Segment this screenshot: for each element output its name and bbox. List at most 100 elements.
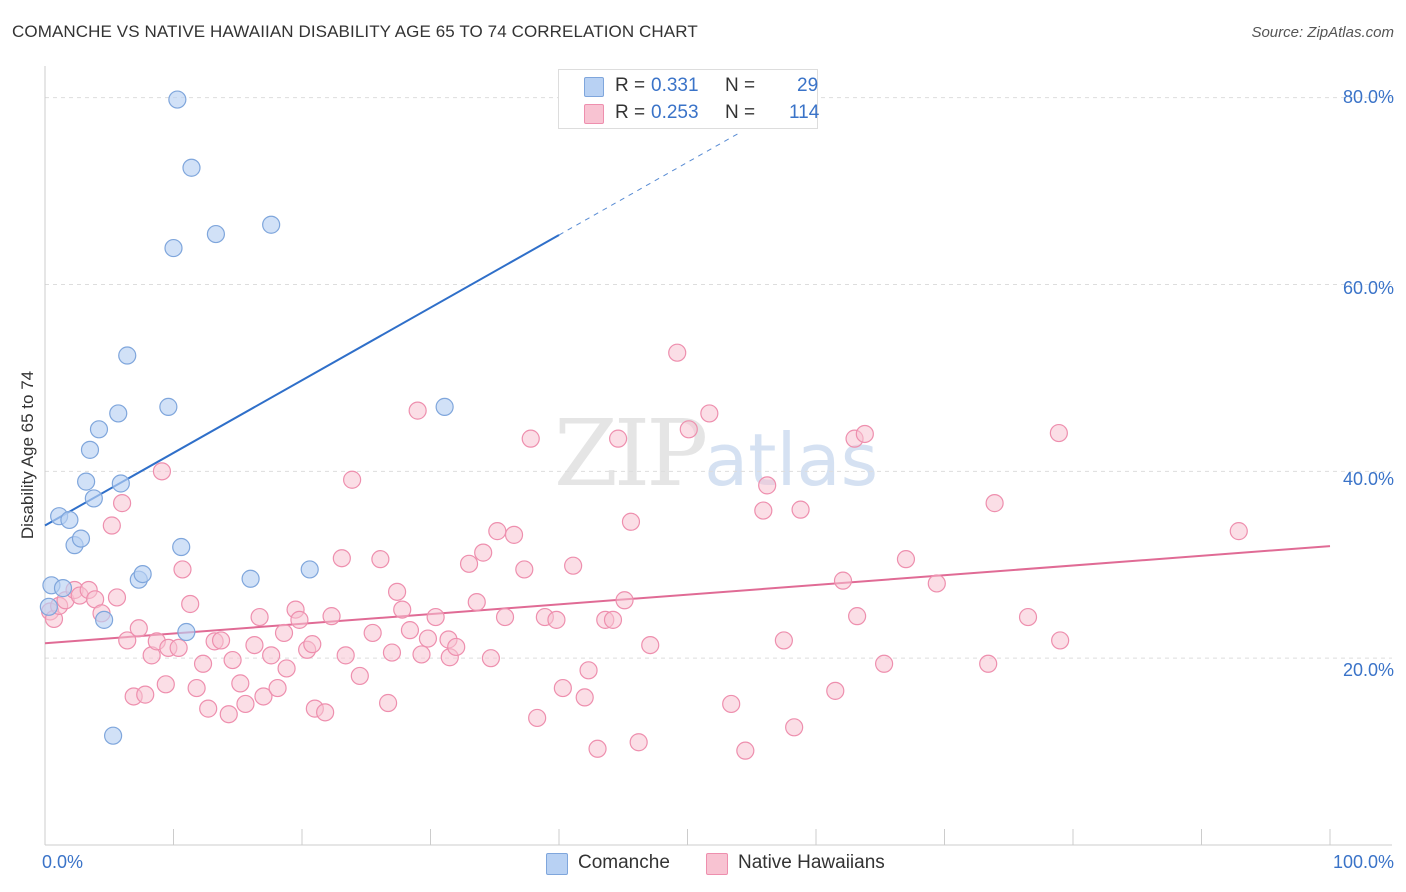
point-native-hawaiians-74 — [528, 708, 547, 728]
point-comanche-7 — [77, 472, 96, 491]
y-tick-label-40: 40.0% — [1342, 469, 1394, 489]
point-comanche-28 — [435, 397, 454, 416]
point-native-hawaiians-103 — [855, 424, 874, 444]
point-native-hawaiians-72 — [515, 560, 534, 579]
watermark-zip: ZIP — [554, 400, 708, 507]
point-comanche-13 — [109, 404, 128, 423]
trend-line-comanche — [44, 234, 560, 527]
point-native-hawaiians-51 — [363, 623, 382, 643]
point-native-hawaiians-55 — [387, 582, 407, 601]
point-comanche-14 — [111, 474, 130, 493]
point-native-hawaiians-35 — [254, 687, 273, 706]
point-comanche-10 — [89, 420, 109, 439]
y-axis-label: Disability Age 65 to 74 — [18, 370, 37, 540]
native-hawaiians-swatch — [584, 104, 604, 124]
point-native-hawaiians-12 — [118, 631, 137, 650]
point-native-hawaiians-39 — [277, 659, 296, 678]
r-value: 0.253 — [651, 102, 699, 123]
point-native-hawaiians-56 — [393, 600, 412, 619]
point-native-hawaiians-28 — [211, 631, 231, 650]
point-native-hawaiians-43 — [303, 635, 322, 654]
point-native-hawaiians-15 — [136, 685, 155, 704]
point-native-hawaiians-80 — [579, 661, 598, 680]
point-native-hawaiians-36 — [262, 646, 281, 665]
comanche-swatch — [546, 853, 568, 875]
point-native-hawaiians-84 — [609, 429, 628, 448]
point-native-hawaiians-23 — [181, 594, 200, 614]
trend-line-comanche-extension — [558, 132, 740, 236]
chart-title: COMANCHE VS NATIVE HAWAIIAN DISABILITY A… — [12, 22, 698, 41]
point-native-hawaiians-32 — [236, 694, 255, 714]
point-native-hawaiians-83 — [603, 610, 623, 629]
stats-legend: R = 0.331 N = 29 R = 0.253 N = 114 — [558, 69, 820, 129]
point-comanche-6 — [71, 529, 91, 548]
point-native-hawaiians-67 — [474, 543, 493, 562]
comanche-swatch — [584, 77, 604, 97]
axes — [44, 66, 1392, 846]
point-native-hawaiians-69 — [488, 522, 507, 541]
trend-lines — [44, 132, 1331, 645]
n-label: N = — [725, 102, 756, 123]
point-native-hawaiians-29 — [219, 705, 238, 724]
legend-label: Native Hawaiians — [738, 852, 885, 873]
point-native-hawaiians-53 — [378, 693, 398, 713]
point-comanche-20 — [168, 90, 187, 109]
point-native-hawaiians-9 — [102, 516, 121, 535]
point-native-hawaiians-96 — [774, 631, 793, 650]
y-tick-label-80: 80.0% — [1342, 87, 1394, 107]
point-comanche-19 — [164, 238, 183, 258]
point-native-hawaiians-110 — [1049, 423, 1068, 443]
point-native-hawaiians-22 — [173, 560, 192, 579]
point-native-hawaiians-77 — [553, 678, 572, 698]
point-comanche-23 — [182, 158, 201, 177]
point-native-hawaiians-25 — [193, 654, 213, 673]
point-native-hawaiians-47 — [332, 549, 351, 568]
point-native-hawaiians-94 — [754, 501, 773, 520]
point-native-hawaiians-30 — [223, 650, 242, 670]
point-native-hawaiians-86 — [621, 512, 641, 531]
point-native-hawaiians-68 — [481, 649, 500, 668]
r-value: 0.331 — [651, 75, 699, 96]
point-comanche-17 — [133, 564, 152, 584]
point-comanche-4 — [60, 510, 79, 530]
n-value: 114 — [789, 102, 820, 123]
point-comanche-25 — [241, 569, 260, 588]
y-tick-label-20: 20.0% — [1342, 660, 1394, 680]
point-native-hawaiians-108 — [985, 494, 1004, 513]
point-native-hawaiians-19 — [156, 675, 175, 694]
point-native-hawaiians-65 — [459, 554, 479, 573]
point-native-hawaiians-85 — [615, 591, 634, 610]
point-native-hawaiians-70 — [495, 607, 515, 627]
r-label: R = — [615, 75, 646, 96]
point-native-hawaiians-37 — [268, 678, 287, 698]
point-native-hawaiians-41 — [290, 610, 309, 629]
point-native-hawaiians-66 — [467, 593, 486, 612]
point-native-hawaiians-104 — [875, 654, 894, 673]
point-native-hawaiians-78 — [564, 556, 583, 575]
y-tick-label-60: 60.0% — [1342, 278, 1394, 298]
point-native-hawaiians-31 — [231, 674, 250, 693]
point-comanche-18 — [159, 397, 178, 416]
point-comanche-22 — [177, 622, 196, 642]
point-native-hawaiians-89 — [668, 343, 687, 362]
point-native-hawaiians-57 — [400, 621, 420, 640]
point-native-hawaiians-111 — [1051, 631, 1070, 650]
point-native-hawaiians-24 — [187, 678, 206, 698]
point-comanche-2 — [53, 579, 73, 598]
point-native-hawaiians-18 — [152, 462, 172, 481]
point-native-hawaiians-99 — [826, 681, 845, 700]
point-native-hawaiians-11 — [112, 494, 132, 513]
point-native-hawaiians-100 — [833, 571, 853, 590]
point-native-hawaiians-50 — [350, 666, 369, 686]
point-native-hawaiians-79 — [575, 688, 594, 707]
point-native-hawaiians-10 — [107, 588, 127, 607]
point-comanche-8 — [80, 440, 100, 459]
point-comanche-21 — [172, 537, 191, 557]
point-native-hawaiians-98 — [791, 500, 810, 519]
source-label: Source: ZipAtlas.com — [1251, 24, 1394, 41]
point-native-hawaiians-105 — [896, 550, 916, 569]
point-native-hawaiians-95 — [758, 476, 777, 495]
point-native-hawaiians-97 — [785, 718, 804, 737]
n-label: N = — [725, 75, 756, 96]
point-native-hawaiians-102 — [848, 607, 867, 626]
